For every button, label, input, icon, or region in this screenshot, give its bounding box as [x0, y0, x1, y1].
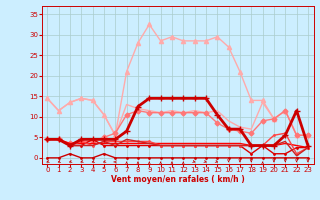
X-axis label: Vent moyen/en rafales ( km/h ): Vent moyen/en rafales ( km/h ) — [111, 175, 244, 184]
